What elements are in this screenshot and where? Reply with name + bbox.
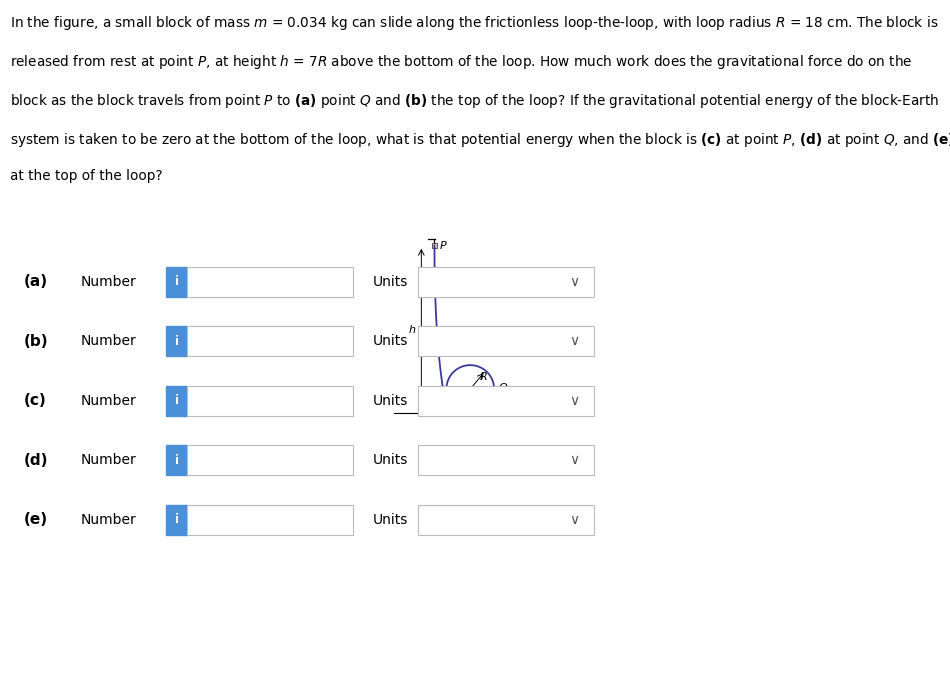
Text: ∨: ∨ [569,335,580,349]
Text: Number: Number [81,512,137,526]
Text: Number: Number [81,335,137,349]
Bar [418,326,594,356]
Text: ∨: ∨ [569,454,580,468]
Bar [187,386,353,416]
Text: system is taken to be zero at the bottom of the loop, what is that potential ene: system is taken to be zero at the bottom… [10,130,950,148]
Bar [418,505,594,535]
Bar [187,326,353,356]
Text: Units: Units [372,454,408,468]
Bar [418,445,594,475]
Text: i: i [175,394,179,407]
Bar [432,243,437,248]
Text: $P$: $P$ [439,239,447,251]
Text: at the top of the loop?: at the top of the loop? [10,169,162,183]
Text: block as the block travels from point $P$ to $\mathbf{(a)}$ point $Q$ and $\math: block as the block travels from point $P… [10,92,939,110]
Text: Number: Number [81,393,137,407]
Text: ∨: ∨ [569,512,580,526]
Bar [187,445,353,475]
Bar [187,267,353,297]
Text: (b): (b) [24,334,48,349]
Text: i: i [175,513,179,526]
Bar [418,386,594,416]
Text: Units: Units [372,512,408,526]
Text: $R$: $R$ [511,395,521,407]
Text: (d): (d) [24,453,48,468]
Bar [166,386,187,416]
Text: $R$: $R$ [479,370,487,382]
Bar [418,267,594,297]
Bar [491,386,497,391]
Text: (a): (a) [24,274,48,289]
Bar [187,505,353,535]
Text: i: i [175,335,179,348]
Bar [166,326,187,356]
Bar [166,445,187,475]
Text: $Q$: $Q$ [499,382,508,394]
Bar [166,505,187,535]
Text: (e): (e) [24,512,48,527]
Text: Number: Number [81,275,137,289]
Text: Number: Number [81,454,137,468]
Text: released from rest at point $P$, at height $h$ = 7$R$ above the bottom of the lo: released from rest at point $P$, at heig… [10,53,912,71]
Text: $h$: $h$ [408,323,416,335]
Text: ∨: ∨ [569,393,580,407]
Text: Units: Units [372,393,408,407]
Bar [166,267,187,297]
Text: Units: Units [372,275,408,289]
Text: In the figure, a small block of mass $m$ = 0.034 kg can slide along the friction: In the figure, a small block of mass $m$… [10,14,938,32]
Text: ∨: ∨ [569,275,580,289]
Text: i: i [175,275,179,288]
Text: i: i [175,454,179,467]
Text: (c): (c) [24,393,47,408]
Text: Units: Units [372,335,408,349]
